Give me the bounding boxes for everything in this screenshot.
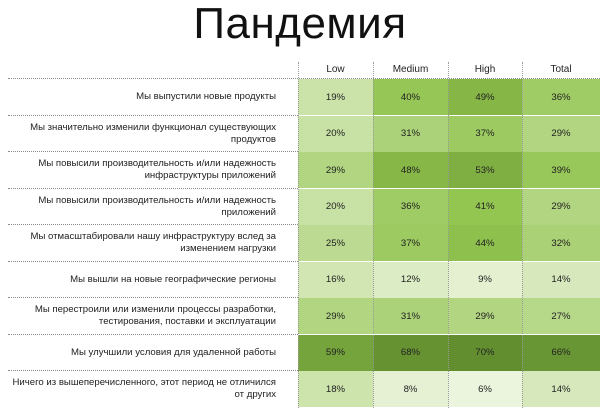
heatmap-cell: 29% xyxy=(448,298,522,334)
column-divider xyxy=(448,62,449,408)
heatmap-cell: 29% xyxy=(522,188,600,225)
table-row: Мы вышли на новые географические регионы… xyxy=(0,261,600,298)
column-header-low: Low xyxy=(326,64,345,75)
table-row: Мы отмасштабировали нашу инфраструктуру … xyxy=(0,225,600,262)
heatmap-cell: 41% xyxy=(448,188,522,225)
heatmap-cell: 27% xyxy=(522,298,600,334)
heatmap-cell: 29% xyxy=(522,115,600,152)
heatmap-cell: 14% xyxy=(522,261,600,298)
heatmap-cell: 68% xyxy=(373,334,448,371)
heatmap-cell: 9% xyxy=(448,261,522,298)
table-row: Мы улучшили условия для удаленной работы… xyxy=(0,334,600,371)
column-header-row: Low Medium High Total xyxy=(0,62,600,78)
row-label: Мы значительно изменили функционал сущес… xyxy=(30,121,276,145)
heatmap-cell: 36% xyxy=(373,188,448,225)
row-divider xyxy=(8,333,298,335)
heatmap-cell: 36% xyxy=(522,79,600,115)
row-divider xyxy=(8,187,298,189)
row-label: Мы перестроили или изменили процессы раз… xyxy=(34,304,276,327)
heatmap-cell: 29% xyxy=(298,152,373,188)
heatmap-cell: 31% xyxy=(373,115,448,152)
column-divider xyxy=(298,62,299,408)
table-row: Мы выпустили новые продукты 19% 40% 49% 36% xyxy=(0,79,600,116)
row-label: Мы выпустили новые продукты xyxy=(136,91,276,102)
heatmap-cell: 12% xyxy=(373,261,448,298)
heatmap-cell: 48% xyxy=(373,152,448,188)
table-row: Мы значительно изменили функционал сущес… xyxy=(0,115,600,152)
row-label: Мы улучшили условия для удаленной работы xyxy=(71,346,276,358)
heatmap-cell: 37% xyxy=(448,115,522,152)
row-divider xyxy=(8,151,298,152)
column-header-high: High xyxy=(474,64,496,75)
heatmap-cell: 39% xyxy=(522,152,600,188)
row-divider xyxy=(8,297,298,298)
heatmap-cell: 6% xyxy=(448,371,522,407)
heatmap-cell: 16% xyxy=(298,261,373,298)
heatmap-cell: 40% xyxy=(373,79,448,115)
heatmap-cell: 31% xyxy=(373,298,448,334)
table-row: Мы перестроили или изменили процессы раз… xyxy=(0,298,600,335)
heatmap-cell: 14% xyxy=(522,371,600,407)
row-divider xyxy=(8,260,298,262)
heatmap-cell: 19% xyxy=(298,79,373,115)
heatmap-cell: 66% xyxy=(522,334,600,371)
column-header-total: Total xyxy=(550,64,572,75)
heatmap-cell: 8% xyxy=(373,371,448,407)
heatmap-cell: 20% xyxy=(298,188,373,225)
row-label: Мы вышли на новые географические регионы xyxy=(70,273,276,285)
heatmap-cell: 29% xyxy=(298,298,373,334)
heatmap-cell: 44% xyxy=(448,225,522,261)
row-label: Мы повысили производительность и/или над… xyxy=(38,194,276,218)
heatmap-cell: 53% xyxy=(448,152,522,188)
heatmap-cell: 25% xyxy=(298,225,373,261)
heatmap-cell: 49% xyxy=(448,79,522,115)
row-divider xyxy=(8,114,298,116)
heatmap-cell: 20% xyxy=(298,115,373,152)
page-title: Пандемия xyxy=(193,0,407,48)
heatmap-cell: 37% xyxy=(373,225,448,261)
row-label: Мы повысили производительность и/или над… xyxy=(38,158,276,181)
heatmap-cell: 18% xyxy=(298,371,373,407)
header-divider xyxy=(8,78,600,79)
row-label: Ничего из вышеперечисленного, этот перио… xyxy=(12,377,277,400)
column-divider xyxy=(522,62,523,408)
row-label: Мы отмасштабировали нашу инфраструктуру … xyxy=(30,231,276,254)
row-divider xyxy=(8,224,298,225)
table-row: Мы повысили производительность и/или над… xyxy=(0,188,600,225)
table-row: Мы повысили производительность и/или над… xyxy=(0,152,600,189)
heatmap-cell: 70% xyxy=(448,334,522,371)
column-header-medium: Medium xyxy=(392,64,429,75)
heatmap-cell: 32% xyxy=(522,225,600,261)
row-divider xyxy=(8,370,298,371)
column-divider xyxy=(373,62,374,408)
heatmap-cell: 59% xyxy=(298,334,373,371)
table-row: Ничего из вышеперечисленного, этот перио… xyxy=(0,371,600,407)
